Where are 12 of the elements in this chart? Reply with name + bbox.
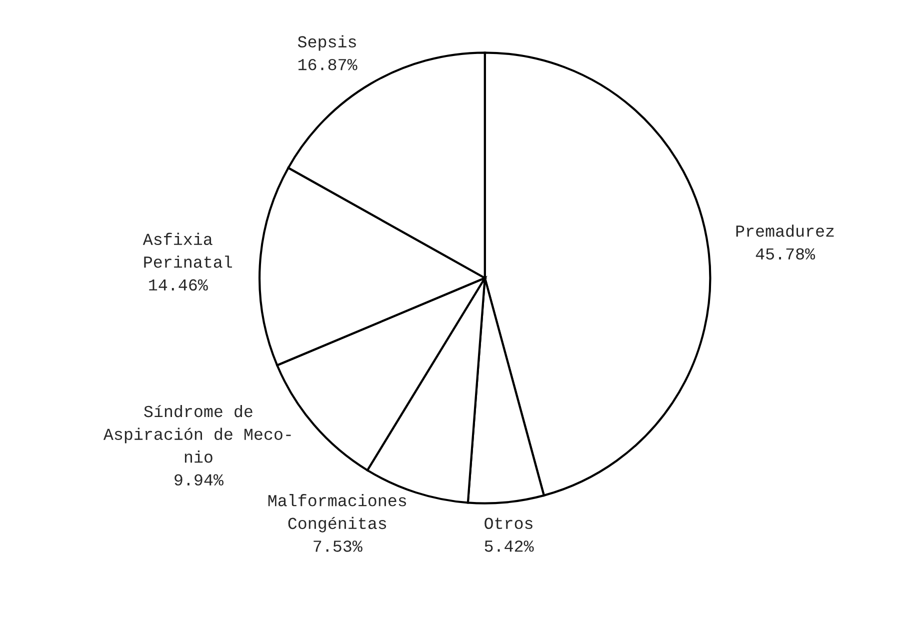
slice-label: Premadurez	[736, 224, 834, 237]
slice-label: Otros	[484, 518, 532, 530]
slice-label: Síndrome de Aspiración de Meco- nio	[103, 404, 291, 463]
data-label: 9.94%	[174, 474, 224, 486]
data-label: 16.87%	[298, 58, 358, 70]
data-label: 7.53%	[314, 540, 362, 552]
slice-label: Malformaciones Congénitas	[268, 494, 406, 532]
data-label: 5.42%	[484, 540, 534, 552]
data-label: 45.78%	[756, 248, 816, 260]
data-label: 14.46%	[149, 279, 208, 291]
slice-label: Asfixia Perinatal	[142, 232, 232, 268]
slice-label: Sepsis	[298, 35, 356, 51]
